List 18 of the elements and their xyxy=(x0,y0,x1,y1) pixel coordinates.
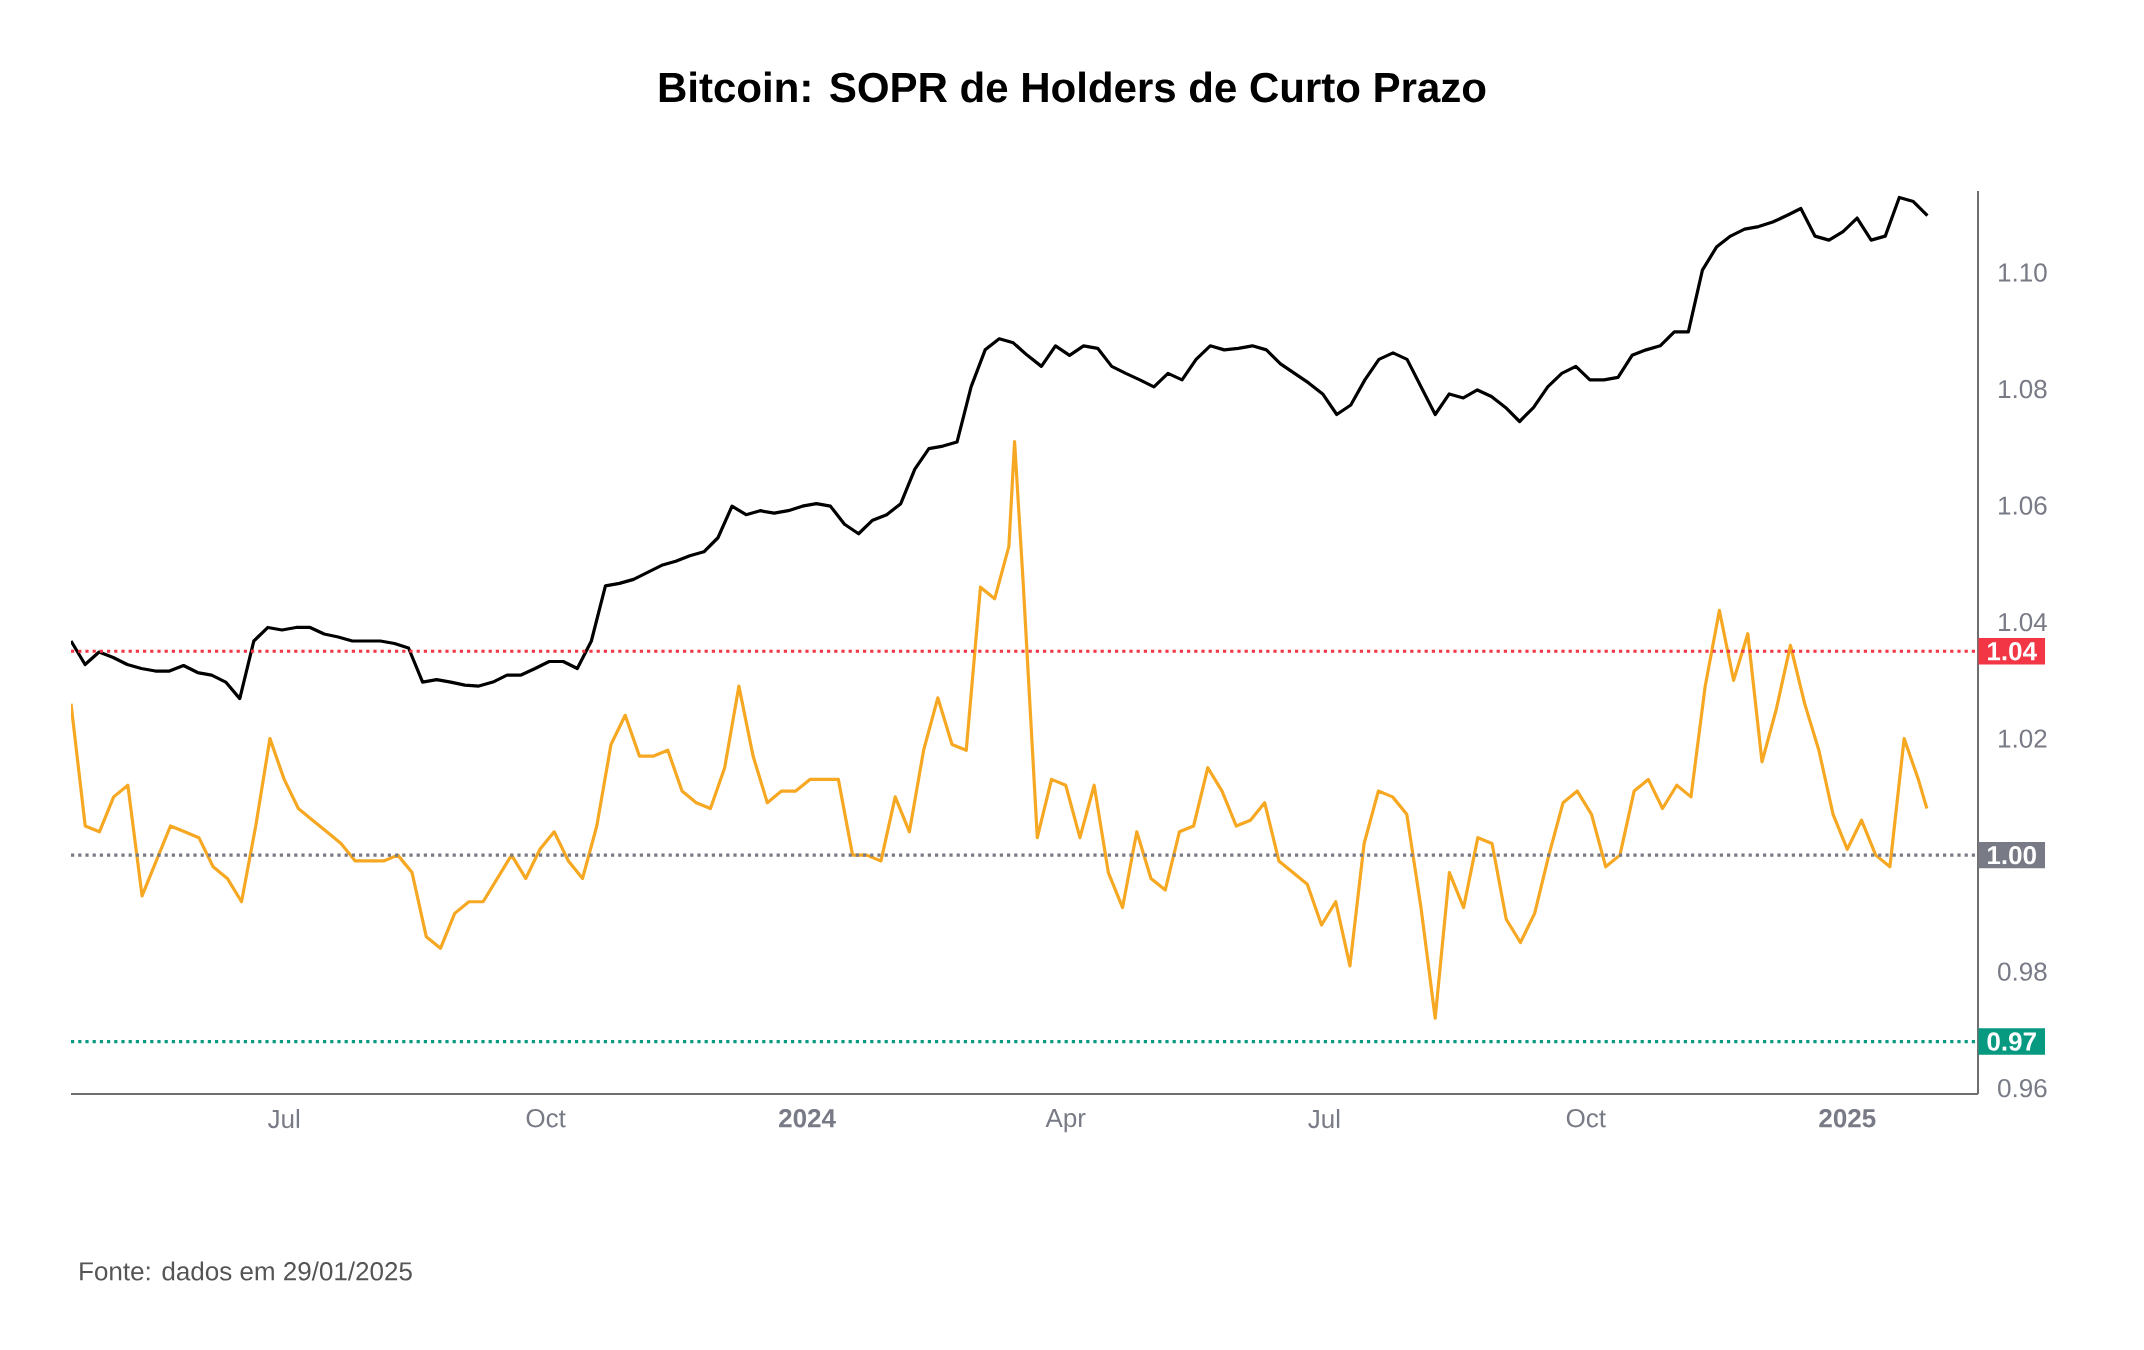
y-tick-label: 0.96 xyxy=(1998,1078,2047,1098)
chart-title: Bitcoin: SOPR de Holders de Curto Prazo xyxy=(659,71,1486,103)
x-tick-label: Jul xyxy=(267,1109,300,1129)
ref-line-label: 1.00 xyxy=(1988,845,2036,865)
x-tick-label: 2025 xyxy=(1819,1109,1876,1128)
y-tick-label: 1.06 xyxy=(1999,496,2047,515)
y-tick-label: 1.10 xyxy=(1999,263,2047,282)
y-tick-label: 1.08 xyxy=(1999,379,2047,399)
y-tick-label: 0.98 xyxy=(1998,962,2047,981)
x-tick-label: Jul xyxy=(1308,1109,1340,1129)
source-note: Fonte: dados em 29/01/2025 xyxy=(80,1261,412,1281)
y-tick-label: 1.04 xyxy=(1999,612,2047,632)
x-tick-label: 2024 xyxy=(779,1109,836,1128)
ref-line-label: 0.97 xyxy=(1987,1032,2036,1051)
x-tick-label: Oct xyxy=(1566,1109,1606,1128)
x-tick-label: Oct xyxy=(526,1109,566,1128)
x-tick-label: Apr xyxy=(1045,1109,1086,1133)
y-tick-label: 1.02 xyxy=(1999,729,2047,748)
